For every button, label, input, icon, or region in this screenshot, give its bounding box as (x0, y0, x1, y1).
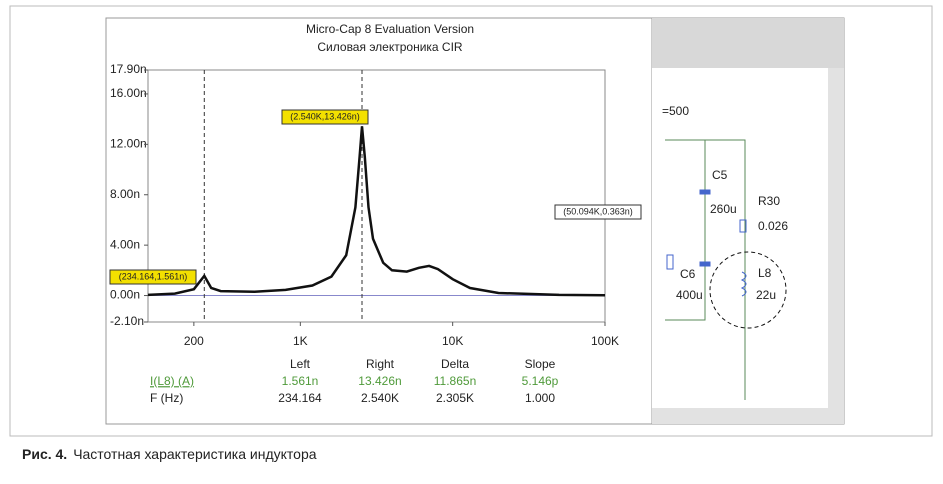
readout-value: 13.426n (358, 374, 401, 388)
x-tick-label: 1K (293, 334, 308, 348)
schematic-label: C6 (680, 267, 696, 281)
readout-header: Delta (441, 357, 469, 371)
schematic-label: R30 (758, 194, 780, 208)
readout-header: Left (290, 357, 311, 371)
caption-label: Рис. 4. (22, 446, 67, 462)
readout-value: 1.000 (525, 391, 555, 405)
schematic-label: 22u (756, 288, 776, 302)
annotation: (234.164,1.561n) (119, 271, 188, 281)
y-tick-label: 12.00n (110, 137, 147, 151)
y-tick-label: 0.00n (110, 288, 140, 302)
readout-value: 234.164 (278, 391, 322, 405)
y-tick-label: 8.00n (110, 187, 140, 201)
annotation: (50.094K,0.363n) (563, 206, 633, 216)
annotation: (2.540K,13.426n) (290, 111, 360, 121)
readout-name: F (Hz) (150, 391, 183, 405)
toolbar (652, 18, 844, 68)
schematic-label: 0.026 (758, 219, 788, 233)
readout-value: 11.865n (434, 374, 477, 388)
readout-value: 2.305K (436, 391, 474, 405)
scrollbar[interactable] (828, 68, 844, 408)
x-tick-label: 200 (184, 334, 204, 348)
schematic-label: C5 (712, 168, 728, 182)
readout-value: 2.540K (361, 391, 399, 405)
x-tick-label: 10K (442, 334, 463, 348)
schematic-label: 260u (710, 202, 737, 216)
y-tick-label: -2.10n (110, 314, 144, 328)
y-tick-label: 4.00n (110, 237, 140, 251)
y-tick-label: 16.00n (110, 86, 147, 100)
schematic-canvas (652, 68, 844, 408)
caption: Рис. 4. Частотная характеристика индуктор… (22, 446, 317, 462)
schematic-label: =500 (662, 104, 689, 118)
schematic-label: 400u (676, 288, 703, 302)
schematic-label: L8 (758, 266, 772, 280)
readout-header: Right (366, 357, 395, 371)
readout-name: I(L8) (A) (150, 374, 194, 388)
page: =500 C5 260u R30 0.026 C6 400u L8 22u Mi… (0, 0, 943, 484)
readout-value: 5.146p (522, 374, 559, 388)
scrollbar-h[interactable] (652, 408, 844, 424)
chart-subtitle: Силовая электроника CIR (317, 40, 463, 54)
figure: =500 C5 260u R30 0.026 C6 400u L8 22u Mi… (0, 0, 943, 440)
readout-header: Slope (525, 357, 556, 371)
readout-value: 1.561n (282, 374, 319, 388)
x-tick-label: 100K (591, 334, 619, 348)
caption-text: Частотная характеристика индуктора (73, 446, 316, 462)
y-tick-label: 17.90n (110, 62, 147, 76)
chart-title: Micro-Cap 8 Evaluation Version (306, 22, 474, 36)
